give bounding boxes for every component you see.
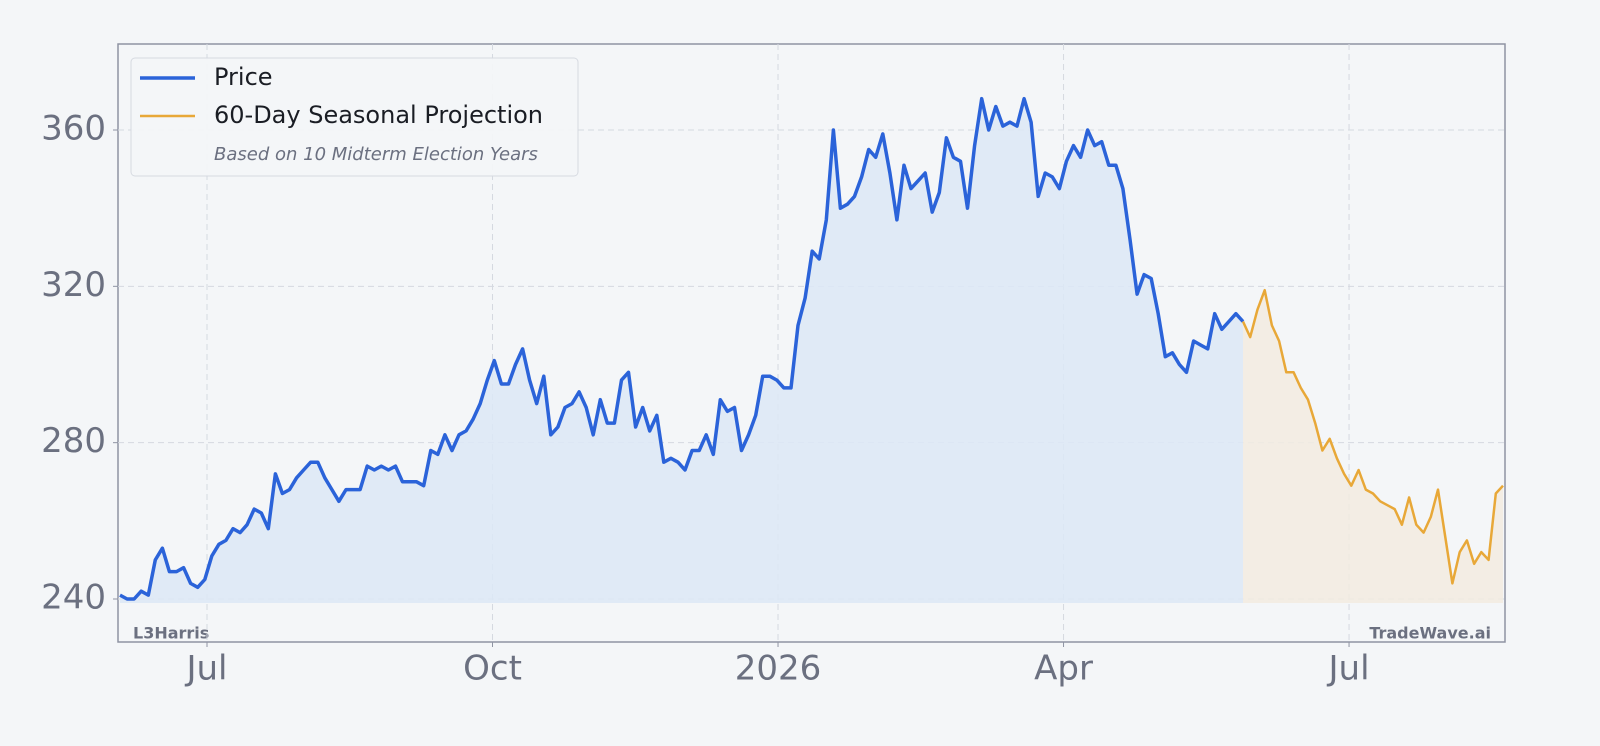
- y-tick-label: 320: [41, 265, 106, 305]
- watermark: TradeWave.ai: [1369, 624, 1491, 643]
- x-tick-label: Jul: [184, 649, 227, 689]
- legend-box: [130, 57, 579, 177]
- legend-label: 60-Day Seasonal Projection: [214, 101, 543, 129]
- line: [1241, 288, 1504, 585]
- x-tick-label: 2026: [735, 649, 822, 689]
- watermark: L3Harris: [133, 624, 209, 643]
- x-tick-label: Apr: [1034, 649, 1093, 689]
- area: [120, 98, 1243, 603]
- area: [1243, 290, 1503, 603]
- y-tick-label: 360: [41, 108, 106, 148]
- x-tick-label: Jul: [1327, 649, 1370, 689]
- x-tick-label: Oct: [463, 649, 522, 689]
- line: [119, 96, 1245, 601]
- legend-label: Price: [214, 63, 273, 91]
- y-tick-label: 280: [41, 421, 106, 461]
- y-tick-label: 240: [41, 578, 106, 618]
- legend-note: Based on 10 Midterm Election Years: [214, 144, 538, 165]
